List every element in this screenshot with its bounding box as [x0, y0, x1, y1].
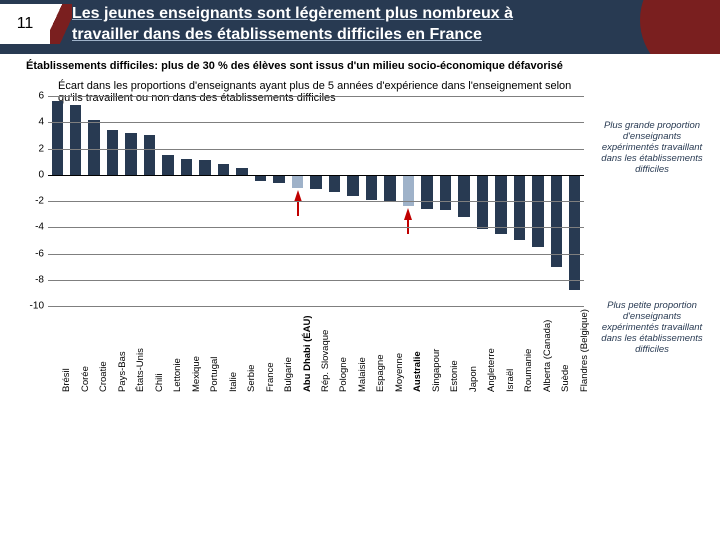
grid-line — [48, 122, 584, 123]
x-tick-label: Malaisie — [357, 357, 368, 392]
bar-chart: 6420-2-4-6-8-10 BrésilCoréeCroatiePays-B… — [22, 96, 584, 396]
highlight-arrow-icon — [404, 208, 412, 220]
bar — [107, 130, 118, 175]
y-tick-label: -4 — [22, 222, 44, 233]
bar — [273, 175, 284, 183]
bar — [52, 101, 63, 175]
x-tick-label: Japon — [468, 366, 479, 392]
bar — [70, 105, 81, 175]
x-tick-label: Espagne — [375, 354, 386, 392]
bar — [329, 175, 340, 192]
bar — [181, 159, 192, 175]
x-tick-label: Corée — [80, 366, 91, 392]
grid-line — [48, 175, 584, 176]
bar — [88, 120, 99, 175]
grid-line — [48, 306, 584, 307]
bar — [366, 175, 377, 200]
x-tick-label: Portugal — [209, 357, 220, 392]
title-line-2: travailler dans des établissements diffi… — [72, 26, 482, 43]
grid-line — [48, 280, 584, 281]
x-tick-label: Italie — [228, 372, 239, 392]
x-tick-label: Estonie — [449, 360, 460, 392]
bar — [495, 175, 506, 234]
x-tick-label: Pays-Bas — [117, 351, 128, 392]
y-tick-label: -2 — [22, 196, 44, 207]
x-tick-label: États-Unis — [135, 348, 146, 392]
bar — [310, 175, 321, 189]
x-tick-label: Roumanie — [523, 349, 534, 392]
x-tick-label: Abu Dhabi (ÉAU) — [302, 315, 313, 392]
bar — [144, 135, 155, 174]
grid-line — [48, 149, 584, 150]
x-tick-label: Serbie — [246, 365, 257, 392]
content-area: Établissements difficiles: plus de 30 % … — [0, 54, 720, 540]
page-title: Les jeunes enseignants sont légèrement p… — [72, 4, 704, 46]
x-tick-label: Australie — [412, 351, 423, 392]
x-tick-label: Flandres (Belgique) — [579, 309, 590, 392]
x-tick-label: Brésil — [61, 368, 72, 392]
x-tick-label: Bulgarie — [283, 357, 294, 392]
x-tick-label: Mexique — [191, 356, 202, 392]
x-tick-label: Pologne — [338, 357, 349, 392]
x-tick-label: Singapour — [431, 349, 442, 392]
bar — [292, 175, 303, 188]
x-tick-label: Croatie — [98, 361, 109, 392]
x-tick-label: Moyenne — [394, 353, 405, 392]
bar — [218, 164, 229, 175]
bar — [458, 175, 469, 217]
grid-line — [48, 201, 584, 202]
x-tick-label: Lettonie — [172, 358, 183, 392]
bar — [440, 175, 451, 210]
y-tick-label: -10 — [22, 301, 44, 312]
y-tick-label: -8 — [22, 274, 44, 285]
plot-area — [48, 96, 584, 306]
x-tick-label: Rép. Slovaque — [320, 330, 331, 392]
title-line-1: Les jeunes enseignants sont légèrement p… — [72, 5, 513, 22]
x-tick-label: France — [265, 362, 276, 392]
page-number-text: 11 — [17, 15, 34, 33]
y-tick-label: 4 — [22, 117, 44, 128]
x-axis-labels: Brésil Corée Croatie Pays-Bas États-Unis Chil… — [48, 308, 584, 396]
header-accent-triangle — [50, 4, 72, 44]
definition-bold: Établissements difficiles: plus de 30 % … — [26, 60, 563, 72]
bar — [125, 133, 136, 175]
page-number: 11 — [0, 4, 50, 44]
bar — [199, 160, 210, 174]
annotation-top: Plus grande proportion d'enseignants exp… — [596, 120, 708, 175]
y-tick-label: 2 — [22, 143, 44, 154]
bar — [514, 175, 525, 241]
y-tick-label: 6 — [22, 91, 44, 102]
x-tick-label: Chili — [154, 374, 165, 392]
grid-line — [48, 96, 584, 97]
annotation-bottom: Plus petite proportion d'enseignants exp… — [596, 300, 708, 355]
bar — [569, 175, 580, 291]
x-tick-label: Angleterre — [486, 348, 497, 392]
bar — [162, 155, 173, 175]
x-tick-label: Suède — [560, 365, 571, 392]
bar — [421, 175, 432, 209]
bar — [532, 175, 543, 247]
bar — [384, 175, 395, 203]
y-tick-label: 0 — [22, 169, 44, 180]
grid-line — [48, 227, 584, 228]
grid-line — [48, 254, 584, 255]
bar — [347, 175, 358, 196]
definition-block: Établissements difficiles: plus de 30 % … — [26, 60, 694, 72]
x-tick-label: Israël — [505, 369, 516, 392]
x-tick-label: Alberta (Canada) — [542, 320, 553, 392]
y-tick-label: -6 — [22, 248, 44, 259]
